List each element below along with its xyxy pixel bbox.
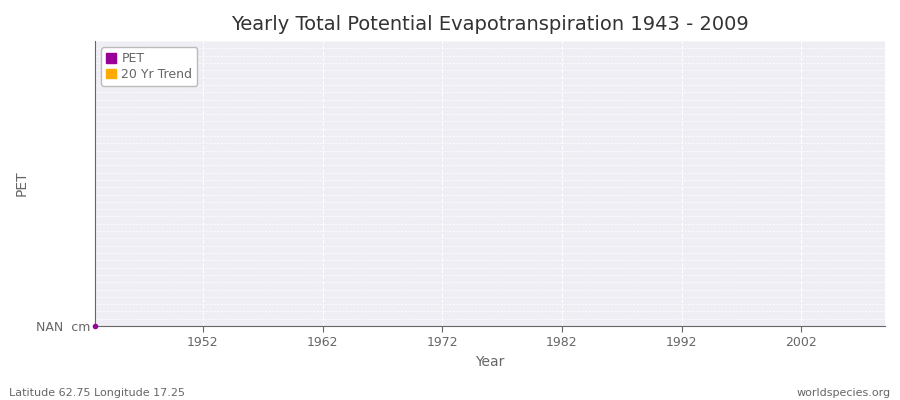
Text: worldspecies.org: worldspecies.org <box>796 388 891 398</box>
Y-axis label: PET: PET <box>15 171 29 196</box>
Text: Latitude 62.75 Longitude 17.25: Latitude 62.75 Longitude 17.25 <box>9 388 185 398</box>
Legend: PET, 20 Yr Trend: PET, 20 Yr Trend <box>102 47 197 86</box>
Title: Yearly Total Potential Evapotranspiration 1943 - 2009: Yearly Total Potential Evapotranspiratio… <box>231 15 749 34</box>
X-axis label: Year: Year <box>475 355 505 369</box>
